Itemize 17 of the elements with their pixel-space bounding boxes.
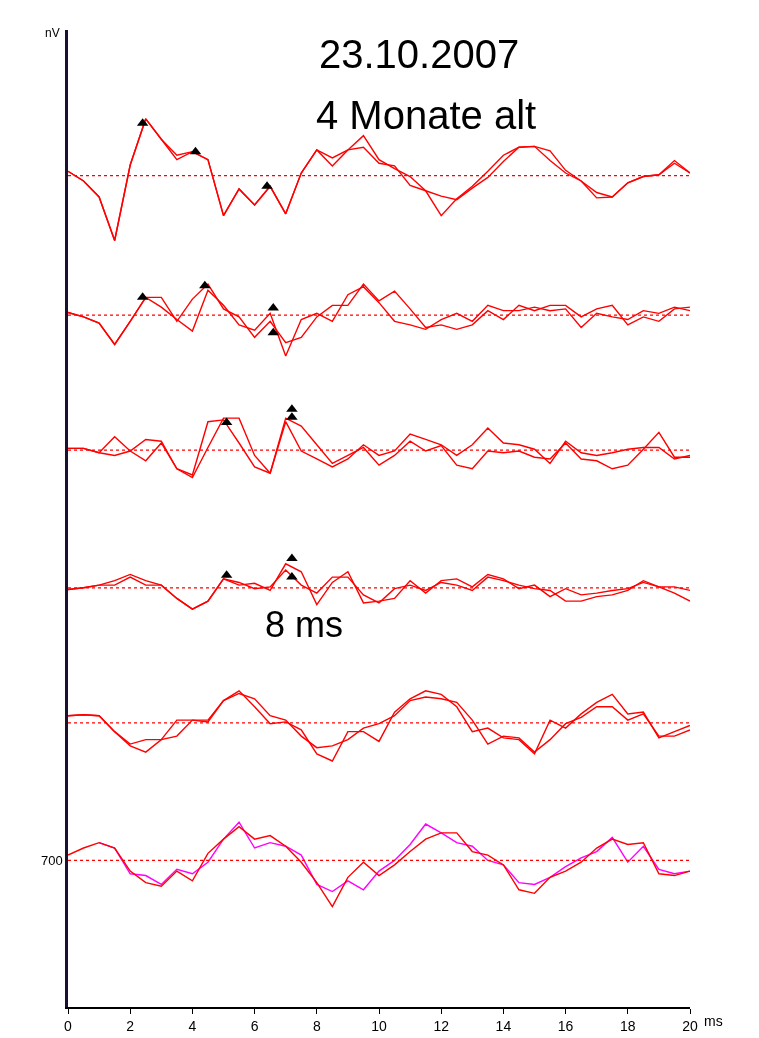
x-tick-label: 2 [126, 1017, 135, 1034]
x-tick-label: 8 [312, 1017, 321, 1034]
x-tick-label: 4 [188, 1017, 197, 1034]
x-tick-label: 14 [495, 1017, 512, 1034]
text: nV [45, 26, 60, 40]
annotation: 700 [41, 853, 63, 868]
x-tick-label: 10 [371, 1017, 387, 1034]
annotation: 8 ms [265, 604, 344, 645]
x-axis-title: ms [704, 1013, 723, 1029]
x-tick-label: 16 [557, 1017, 574, 1034]
x-tick-label: 0 [64, 1017, 73, 1034]
annotation: 4 Monate alt [316, 93, 537, 137]
x-tick-label: 20 [682, 1017, 698, 1034]
text: 23.10.2007 [319, 32, 520, 76]
x-tick-label: 12 [433, 1017, 450, 1034]
x-tick-label: 6 [250, 1017, 259, 1034]
x-tick-label: 18 [620, 1017, 636, 1034]
